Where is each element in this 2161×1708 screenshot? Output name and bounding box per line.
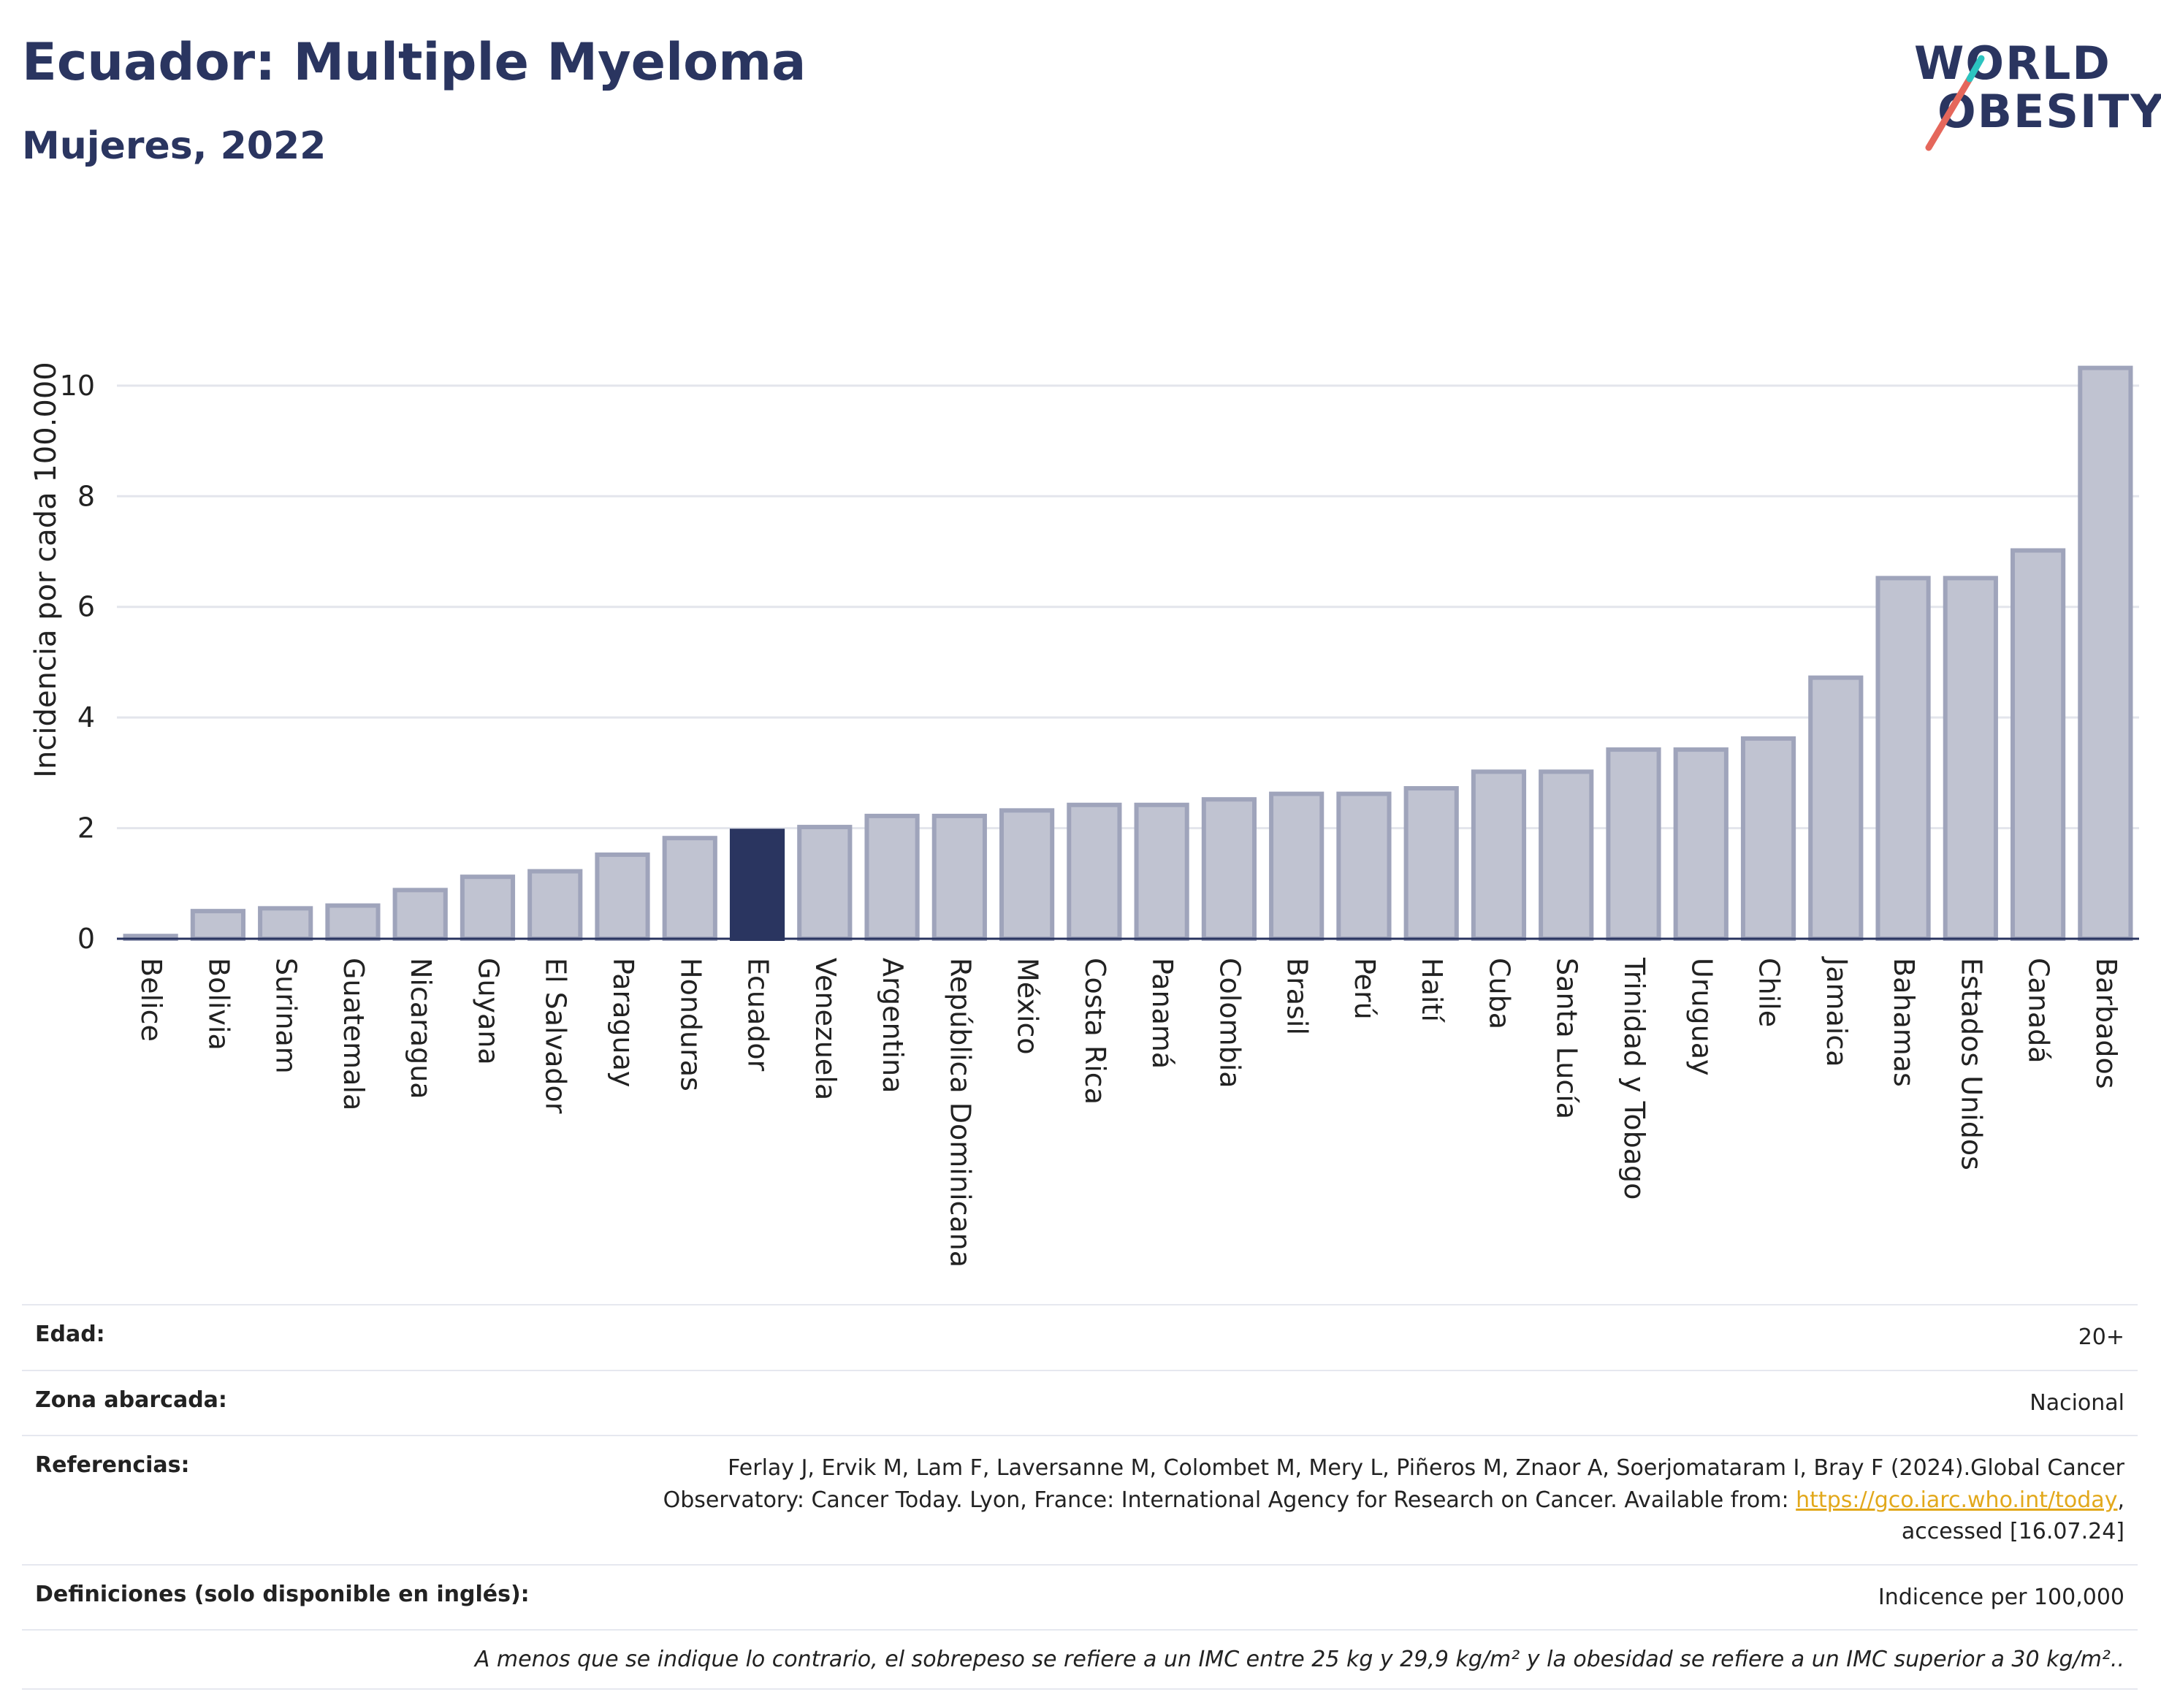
y-axis-ticks: 0 2 4 6 8 10 (60, 370, 95, 955)
bar-Canadá (2011, 548, 2066, 941)
y-tick-label: 4 (77, 701, 95, 733)
x-tick-label: Jamaica (1821, 956, 1853, 1067)
bar-Haití (1403, 786, 1459, 941)
bar-Estados Unidos (1943, 576, 1998, 941)
info-row-edad: Edad: 20+ (22, 1304, 2138, 1370)
x-tick-label: Estados Unidos (1955, 958, 1987, 1170)
edad-label: Edad: (35, 1322, 105, 1347)
bar-Brasil (1269, 791, 1325, 942)
x-tick-label: Canadá (2023, 958, 2055, 1064)
x-tick-label: El Salvador (540, 958, 572, 1114)
x-tick-label: Colombia (1213, 958, 1246, 1089)
x-tick-label: Guatemala (338, 958, 370, 1110)
bar-Trinidad y Tobago (1606, 747, 1661, 941)
referencias-label: Referencias: (35, 1452, 190, 1478)
bar-Santa Lucía (1539, 769, 1594, 941)
logo-slash-icon (1925, 55, 1985, 151)
edad-value: 20+ (2078, 1324, 2124, 1350)
x-tick-label: Nicaragua (405, 958, 437, 1099)
x-tick-label: Uruguay (1685, 958, 1718, 1076)
bar-Uruguay (1673, 747, 1729, 941)
x-tick-label: Honduras (674, 958, 706, 1091)
info-table: Edad: 20+ Zona abarcada: Nacional Refere… (22, 1304, 2138, 1690)
x-tick-label: Bahamas (1888, 958, 1920, 1087)
y-tick-label: 10 (60, 370, 95, 402)
bar-Cuba (1471, 769, 1527, 941)
bar-Honduras (662, 836, 717, 942)
bar-Surinam (258, 906, 313, 941)
x-tick-label: Bolivia (202, 958, 235, 1051)
referencias-value: Ferlay J, Ervik M, Lam F, Laversanne M, … (663, 1452, 2124, 1548)
info-row-definiciones: Definiciones (solo disponible en inglés)… (22, 1563, 2138, 1630)
bar-Panamá (1134, 802, 1189, 941)
x-tick-label: Belice (135, 958, 167, 1042)
page-title: Ecuador: Multiple Myeloma (22, 32, 807, 92)
referencias-text-2: Observatory: Cancer Today. Lyon, France:… (663, 1487, 1796, 1513)
bar-Perú (1336, 791, 1392, 942)
bar-Nicaragua (392, 888, 448, 941)
x-tick-label: Chile (1753, 958, 1785, 1027)
x-tick-label: Barbados (2090, 958, 2122, 1089)
footnote: A menos que se indique lo contrario, el … (474, 1647, 2124, 1672)
bar-Argentina (864, 813, 920, 942)
definiciones-label: Definiciones (solo disponible en inglés)… (35, 1581, 530, 1607)
referencias-text-1: Ferlay J, Ervik M, Lam F, Laversanne M, … (728, 1455, 2124, 1481)
bar-Colombia (1201, 797, 1257, 942)
x-axis-labels: Belice Bolivia Surinam Guatemala Nicaragua Gu… (135, 956, 2122, 1267)
y-tick-label: 0 (77, 923, 95, 955)
zona-label: Zona abarcada: (35, 1387, 227, 1413)
referencias-text-3: , (2117, 1487, 2124, 1513)
definiciones-value: Indicence per 100,000 (1878, 1584, 2124, 1610)
info-row-referencias: Referencias: Ferlay J, Ervik M, Lam F, L… (22, 1435, 2138, 1564)
x-tick-label: Ecuador (742, 958, 774, 1072)
bar-Bahamas (1875, 576, 1931, 941)
bar-Bolivia (190, 909, 245, 942)
y-axis-label: Incidencia por cada 100.000 (29, 362, 63, 778)
zona-value: Nacional (2029, 1389, 2124, 1416)
x-tick-label: Cuba (1483, 958, 1515, 1029)
info-row-note: A menos que se indique lo contrario, el … (22, 1629, 2138, 1690)
x-tick-label: Venezuela (809, 958, 842, 1100)
x-tick-label: Surinam (270, 958, 302, 1074)
bar-Guyana (460, 874, 516, 942)
bar-Paraguay (595, 852, 650, 942)
bar-Ecuador (729, 828, 785, 941)
y-tick-label: 2 (77, 812, 95, 845)
x-tick-label: Costa Rica (1079, 958, 1111, 1105)
x-tick-label: Panamá (1146, 958, 1178, 1069)
x-tick-label: República Dominicana (944, 958, 976, 1267)
x-tick-label: Perú (1349, 958, 1381, 1020)
x-tick-label: Santa Lucía (1551, 958, 1583, 1119)
bar-Chile (1740, 736, 1796, 942)
bar-chart: 0 2 4 6 8 10 Belice Bolivia Surinam Guatemala Nic… (29, 362, 2139, 1267)
world-obesity-logo: WORLD OBESITY (1899, 29, 2161, 161)
y-tick-label: 6 (77, 591, 95, 623)
bar-Jamaica (1808, 675, 1864, 942)
x-tick-label: Argentina (877, 958, 909, 1093)
bar-Costa Rica (1067, 802, 1122, 941)
bar-Barbados (2078, 365, 2133, 941)
bars (117, 365, 2139, 942)
bar-El Salvador (527, 869, 583, 942)
info-row-zona: Zona abarcada: Nacional (22, 1369, 2138, 1436)
referencias-link[interactable]: https://gco.iarc.who.int/today (1796, 1487, 2118, 1513)
logo-line-2: OBESITY (1937, 85, 2161, 138)
x-tick-label: Haití (1416, 958, 1448, 1023)
x-tick-label: México (1012, 958, 1044, 1055)
logo-line-1: WORLD (1914, 37, 2111, 90)
x-tick-label: Trinidad y Tobago (1618, 957, 1650, 1200)
x-tick-label: Paraguay (607, 958, 639, 1087)
y-tick-label: 8 (77, 480, 95, 512)
page-subtitle: Mujeres, 2022 (22, 124, 327, 168)
bar-México (999, 808, 1055, 941)
x-tick-label: Brasil (1281, 958, 1314, 1035)
bar-Venezuela (797, 825, 853, 941)
x-tick-label: Guyana (472, 958, 504, 1065)
referencias-text-4: accessed [16.07.24] (1901, 1519, 2124, 1544)
bar-República Dominicana (931, 813, 987, 942)
grid-lines (117, 384, 2139, 830)
bar-Guatemala (325, 903, 381, 941)
